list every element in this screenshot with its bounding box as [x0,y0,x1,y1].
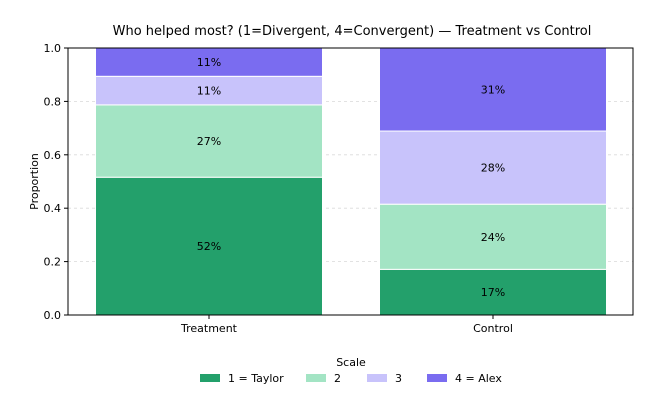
legend-swatch [367,374,387,382]
chart-title: Who helped most? (1=Divergent, 4=Converg… [113,24,592,39]
data-label: 11% [197,85,221,98]
y-tick-label: 0.8 [44,95,62,108]
bar-segment [379,203,607,270]
data-label: 27% [197,135,221,148]
x-tick-label: Control [473,322,513,335]
y-tick-label: 0.2 [44,256,62,269]
legend-swatch [200,374,220,382]
bar-segment [95,176,323,316]
legend-swatch [427,374,447,382]
bars: 52% 27% 11% 11% 17% 24% 28% 31% [95,47,607,316]
data-label: 24% [481,231,505,244]
legend-swatch [306,374,326,382]
bar-segment [379,130,607,205]
y-tick-label: 1.0 [44,42,62,55]
legend: Scale 1 = Taylor 2 3 4 = Alex [200,356,502,385]
y-axis-label: Proportion [28,153,41,210]
x-tick-label: Treatment [180,322,238,335]
axes: 0.0 0.2 0.4 0.6 0.8 1.0 Treatment Control [44,42,513,335]
bar-segment [95,104,323,178]
data-label: 11% [197,56,221,69]
data-label: 52% [197,240,221,253]
data-label: 31% [481,84,505,97]
legend-label: 2 [334,372,341,385]
y-tick-label: 0.0 [44,309,62,322]
bar-segment [95,75,323,106]
bar-segment [379,47,607,132]
legend-label: 4 = Alex [455,372,502,385]
data-label: 17% [481,286,505,299]
y-tick-label: 0.4 [44,202,62,215]
legend-label: 1 = Taylor [228,372,284,385]
legend-title: Scale [336,356,366,369]
plot-frame [67,47,634,316]
y-tick-label: 0.6 [44,149,62,162]
data-label: 28% [481,162,505,175]
legend-label: 3 [395,372,402,385]
bar-segment [95,47,323,77]
bar-segment [379,268,607,316]
